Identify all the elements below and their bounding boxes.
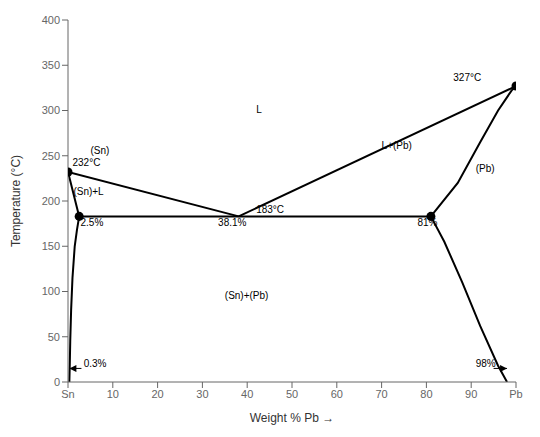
svg-text:183°C: 183°C — [256, 204, 284, 215]
svg-text:70: 70 — [375, 388, 387, 400]
svg-text:250: 250 — [42, 150, 60, 162]
svg-text:100: 100 — [42, 285, 60, 297]
svg-text:200: 200 — [42, 195, 60, 207]
svg-text:38.1%: 38.1% — [218, 217, 246, 228]
svg-text:0.3%: 0.3% — [84, 358, 107, 369]
svg-text:10: 10 — [107, 388, 119, 400]
svg-text:400: 400 — [42, 14, 60, 26]
svg-text:98%: 98% — [476, 358, 496, 369]
svg-text:300: 300 — [42, 104, 60, 116]
svg-text:80: 80 — [420, 388, 432, 400]
svg-text:(Sn)+(Pb): (Sn)+(Pb) — [225, 290, 269, 301]
svg-text:232°C: 232°C — [72, 157, 100, 168]
svg-text:L: L — [256, 104, 262, 115]
svg-text:(Sn): (Sn) — [90, 145, 109, 156]
svg-text:2.5%: 2.5% — [81, 217, 104, 228]
svg-text:50: 50 — [48, 331, 60, 343]
svg-text:327°C: 327°C — [453, 72, 481, 83]
svg-text:30: 30 — [196, 388, 208, 400]
svg-text:40: 40 — [241, 388, 253, 400]
svg-text:Temperature (°C): Temperature (°C) — [9, 155, 23, 247]
svg-text:Pb: Pb — [509, 388, 522, 400]
svg-text:60: 60 — [331, 388, 343, 400]
svg-text:(Sn)+L: (Sn)+L — [73, 186, 104, 197]
svg-text:L+(Pb): L+(Pb) — [382, 140, 412, 151]
svg-text:90: 90 — [465, 388, 477, 400]
svg-text:50: 50 — [286, 388, 298, 400]
svg-text:350: 350 — [42, 59, 60, 71]
svg-text:20: 20 — [151, 388, 163, 400]
svg-text:0: 0 — [54, 376, 60, 388]
svg-text:(Pb): (Pb) — [476, 163, 495, 174]
svg-text:150: 150 — [42, 240, 60, 252]
svg-text:81%: 81% — [417, 217, 437, 228]
svg-text:Sn: Sn — [61, 388, 74, 400]
svg-text:Weight % Pb →: Weight % Pb → — [250, 411, 334, 425]
